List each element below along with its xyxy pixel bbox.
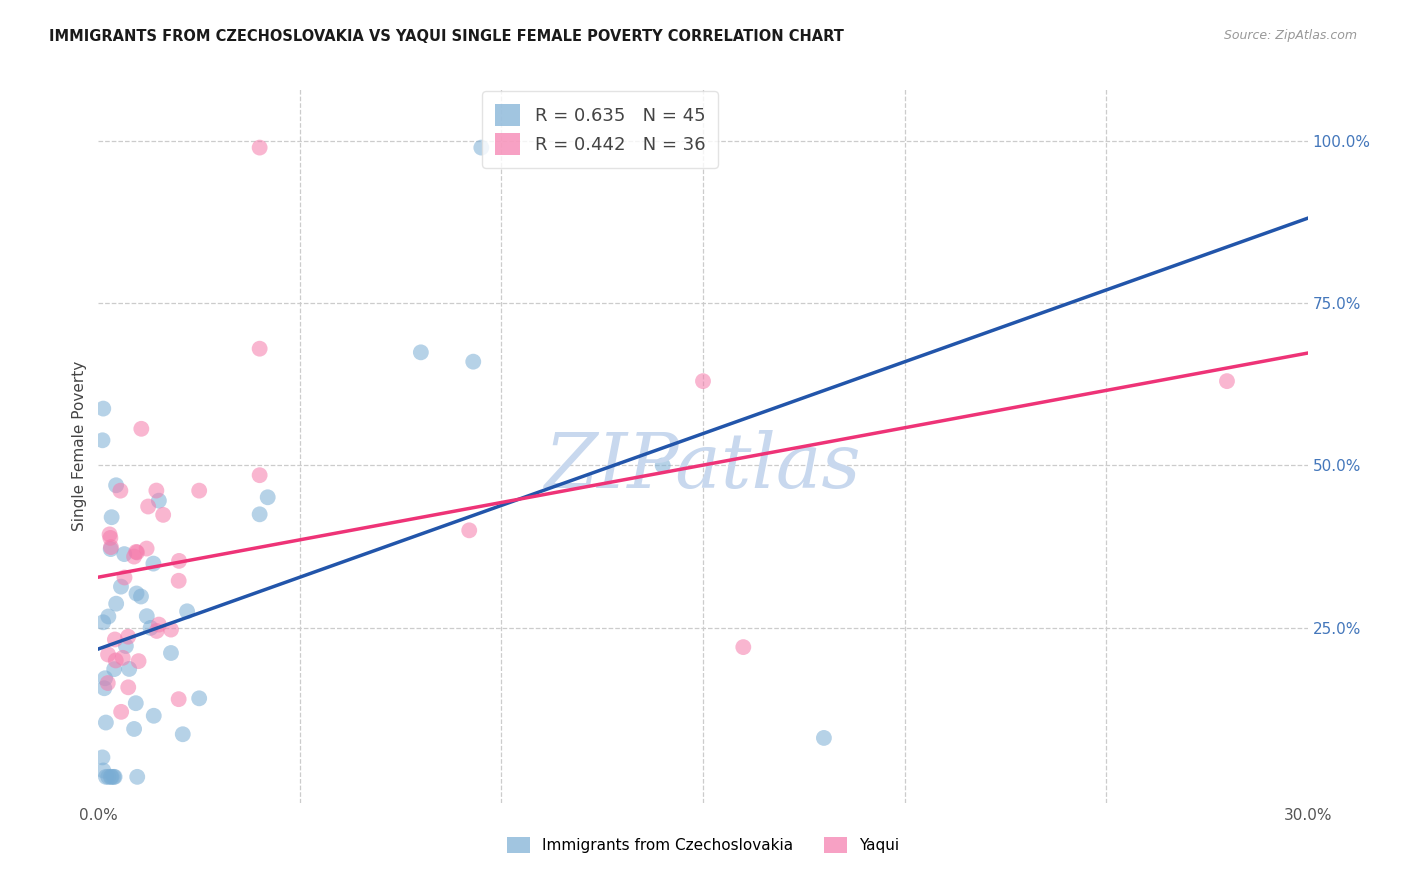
Point: [98, 531, 121, 545]
Point: [160, 646, 183, 660]
Point: [97, 676, 120, 690]
Point: [98, 527, 121, 541]
Point: [122, 722, 145, 736]
Point: [145, 483, 167, 498]
Point: [129, 590, 152, 604]
Point: [110, 580, 132, 594]
Point: [111, 650, 134, 665]
Point: [91, 750, 114, 764]
Point: [91, 615, 114, 630]
Point: [249, 468, 271, 483]
Point: [91, 401, 114, 416]
Point: [103, 662, 125, 676]
Point: [733, 640, 755, 654]
Point: [142, 708, 165, 723]
Point: [91, 434, 114, 448]
Point: [97, 770, 120, 784]
Point: [114, 570, 136, 584]
Point: [93, 681, 115, 696]
Point: [110, 705, 132, 719]
Point: [115, 639, 138, 653]
Point: [136, 500, 159, 514]
Point: [94, 715, 117, 730]
Point: [100, 770, 122, 784]
Point: [94, 770, 117, 784]
Point: [100, 770, 122, 784]
Point: [167, 574, 190, 588]
Point: [167, 692, 190, 706]
Point: [148, 493, 170, 508]
Point: [117, 630, 139, 644]
Point: [103, 770, 125, 784]
Point: [470, 140, 492, 154]
Point: [172, 727, 194, 741]
Text: IMMIGRANTS FROM CZECHOSLOVAKIA VS YAQUI SINGLE FEMALE POVERTY CORRELATION CHART: IMMIGRANTS FROM CZECHOSLOVAKIA VS YAQUI …: [49, 29, 844, 44]
Point: [127, 770, 149, 784]
Point: [131, 422, 153, 436]
Point: [125, 586, 148, 600]
Text: Source: ZipAtlas.com: Source: ZipAtlas.com: [1223, 29, 1357, 42]
Point: [94, 671, 117, 685]
Point: [104, 653, 127, 667]
Point: [142, 557, 165, 571]
Point: [651, 458, 673, 473]
Point: [152, 508, 174, 522]
Point: [125, 545, 148, 559]
Point: [122, 549, 145, 564]
Point: [97, 648, 120, 662]
Point: [145, 624, 167, 638]
Point: [100, 540, 122, 554]
Point: [110, 483, 132, 498]
Point: [188, 483, 211, 498]
Point: [135, 541, 157, 556]
Point: [249, 140, 271, 154]
Point: [128, 654, 150, 668]
Point: [139, 621, 162, 635]
Point: [167, 554, 190, 568]
Point: [105, 597, 128, 611]
Point: [160, 623, 183, 637]
Point: [104, 770, 127, 784]
Point: [91, 764, 114, 778]
Point: [458, 524, 481, 538]
Point: [409, 345, 432, 359]
Point: [105, 478, 128, 492]
Point: [104, 632, 127, 647]
Legend: Immigrants from Czechoslovakia, Yaqui: Immigrants from Czechoslovakia, Yaqui: [501, 830, 905, 859]
Point: [188, 691, 211, 706]
Y-axis label: Single Female Poverty: Single Female Poverty: [72, 361, 87, 531]
Point: [125, 696, 148, 710]
Point: [100, 542, 122, 557]
Point: [97, 609, 120, 624]
Point: [148, 617, 170, 632]
Point: [112, 547, 135, 561]
Text: ZIPatlas: ZIPatlas: [544, 431, 862, 504]
Point: [117, 681, 139, 695]
Point: [256, 490, 278, 504]
Point: [463, 354, 485, 368]
Point: [100, 510, 122, 524]
Point: [249, 342, 271, 356]
Point: [692, 374, 714, 388]
Point: [813, 731, 835, 745]
Point: [118, 662, 141, 676]
Point: [125, 545, 148, 559]
Point: [176, 604, 198, 618]
Point: [135, 609, 157, 624]
Point: [1216, 374, 1239, 388]
Point: [249, 508, 271, 522]
